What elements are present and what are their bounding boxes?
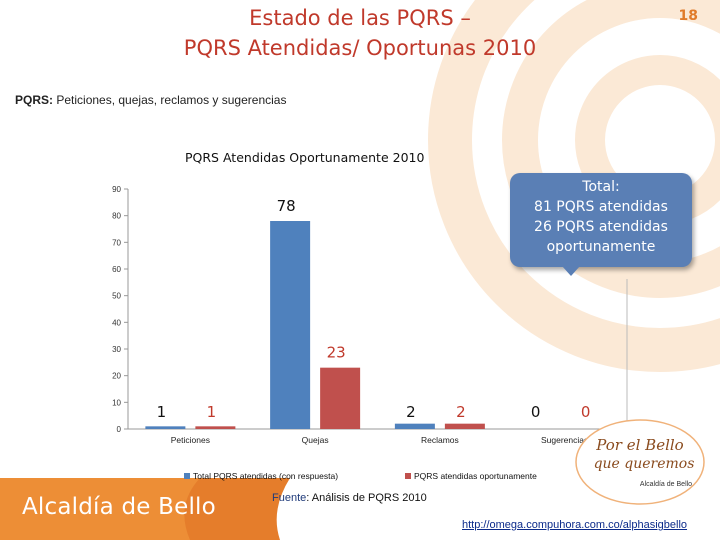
y-tick-label: 0 <box>117 425 122 434</box>
bar-total-peticiones <box>145 426 186 429</box>
legend-label-total: Total PQRS atendidas (con respuesta) <box>193 471 339 481</box>
callout-line2: 81 PQRS atendidas <box>534 199 668 215</box>
data-label-total-quejas: 78 <box>277 197 296 215</box>
y-tick-label: 30 <box>112 345 121 354</box>
callout-total-suffix: : <box>614 179 620 195</box>
definition-label: PQRS: <box>15 93 54 107</box>
bar-total-quejas <box>270 221 311 429</box>
y-tick-label: 20 <box>112 372 121 381</box>
data-label-total-peticiones: 1 <box>157 403 167 421</box>
y-tick-label: 70 <box>112 238 121 247</box>
callout-line3: 26 PQRS atendidas <box>534 219 668 235</box>
callout-line4: oportunamente <box>546 239 656 255</box>
logo-line3: Alcaldía de Bello <box>640 481 692 488</box>
x-category-label: Sugerencias <box>541 435 588 445</box>
source-note: Fuente: Análisis de PQRS 2010 <box>272 492 427 504</box>
bar-oportunas-quejas <box>320 367 361 429</box>
data-label-oportunas-reclamos: 2 <box>456 403 466 421</box>
data-label-total-sugerencias: 0 <box>531 403 541 421</box>
legend-swatch-oportunas <box>405 473 411 479</box>
slide-number: 18 <box>678 8 698 24</box>
logo-line2: que queremos <box>594 456 695 472</box>
data-label-oportunas-quejas: 23 <box>327 344 346 362</box>
y-tick-label: 40 <box>112 318 121 327</box>
legend-label-oportunas: PQRS atendidas oportunamente <box>414 471 537 481</box>
y-tick-label: 50 <box>112 292 121 301</box>
y-tick-label: 10 <box>112 398 121 407</box>
page-title-line2: PQRS Atendidas/ Oportunas 2010 <box>183 36 537 60</box>
logo-line1: Por el Bello <box>595 436 683 454</box>
bar-oportunas-reclamos <box>444 423 485 429</box>
y-tick-label: 80 <box>112 212 121 221</box>
callout-total-label: Total <box>582 179 615 195</box>
chart-title: PQRS Atendidas Oportunamente 2010 <box>185 150 425 165</box>
legend-item-oportunas: PQRS atendidas oportunamente <box>405 471 537 481</box>
website-link[interactable]: http://omega.compuhora.com.co/alphasigbe… <box>462 519 688 531</box>
data-label-oportunas-peticiones: 1 <box>207 403 217 421</box>
y-tick-label: 60 <box>112 265 121 274</box>
data-label-total-reclamos: 2 <box>406 403 416 421</box>
page-title-line1: Estado de las PQRS – <box>249 6 471 30</box>
callout-pointer <box>562 266 580 276</box>
bar-total-reclamos <box>394 423 435 429</box>
bar-oportunas-peticiones <box>195 426 236 429</box>
por-el-bello-logo: Por el Bello que queremos Alcaldía de Be… <box>575 419 705 505</box>
x-category-label: Peticiones <box>171 435 210 445</box>
data-label-oportunas-sugerencias: 0 <box>581 403 591 421</box>
x-category-label: Quejas <box>302 435 329 445</box>
total-callout: Total: 81 PQRS atendidas 26 PQRS atendid… <box>510 173 692 267</box>
y-tick-label: 90 <box>112 185 121 194</box>
x-category-label: Reclamos <box>421 435 459 445</box>
definition-text: Peticiones, quejas, reclamos y sugerenci… <box>53 93 287 107</box>
legend-swatch-total <box>184 473 190 479</box>
source-text: : Análisis de PQRS 2010 <box>306 492 427 504</box>
legend-item-total: Total PQRS atendidas (con respuesta) <box>184 471 338 481</box>
pqrs-definition: PQRS: Peticiones, quejas, reclamos y sug… <box>15 93 286 107</box>
brand-name: Alcaldía de Bello <box>22 494 216 520</box>
source-label: Fuente <box>272 492 307 504</box>
